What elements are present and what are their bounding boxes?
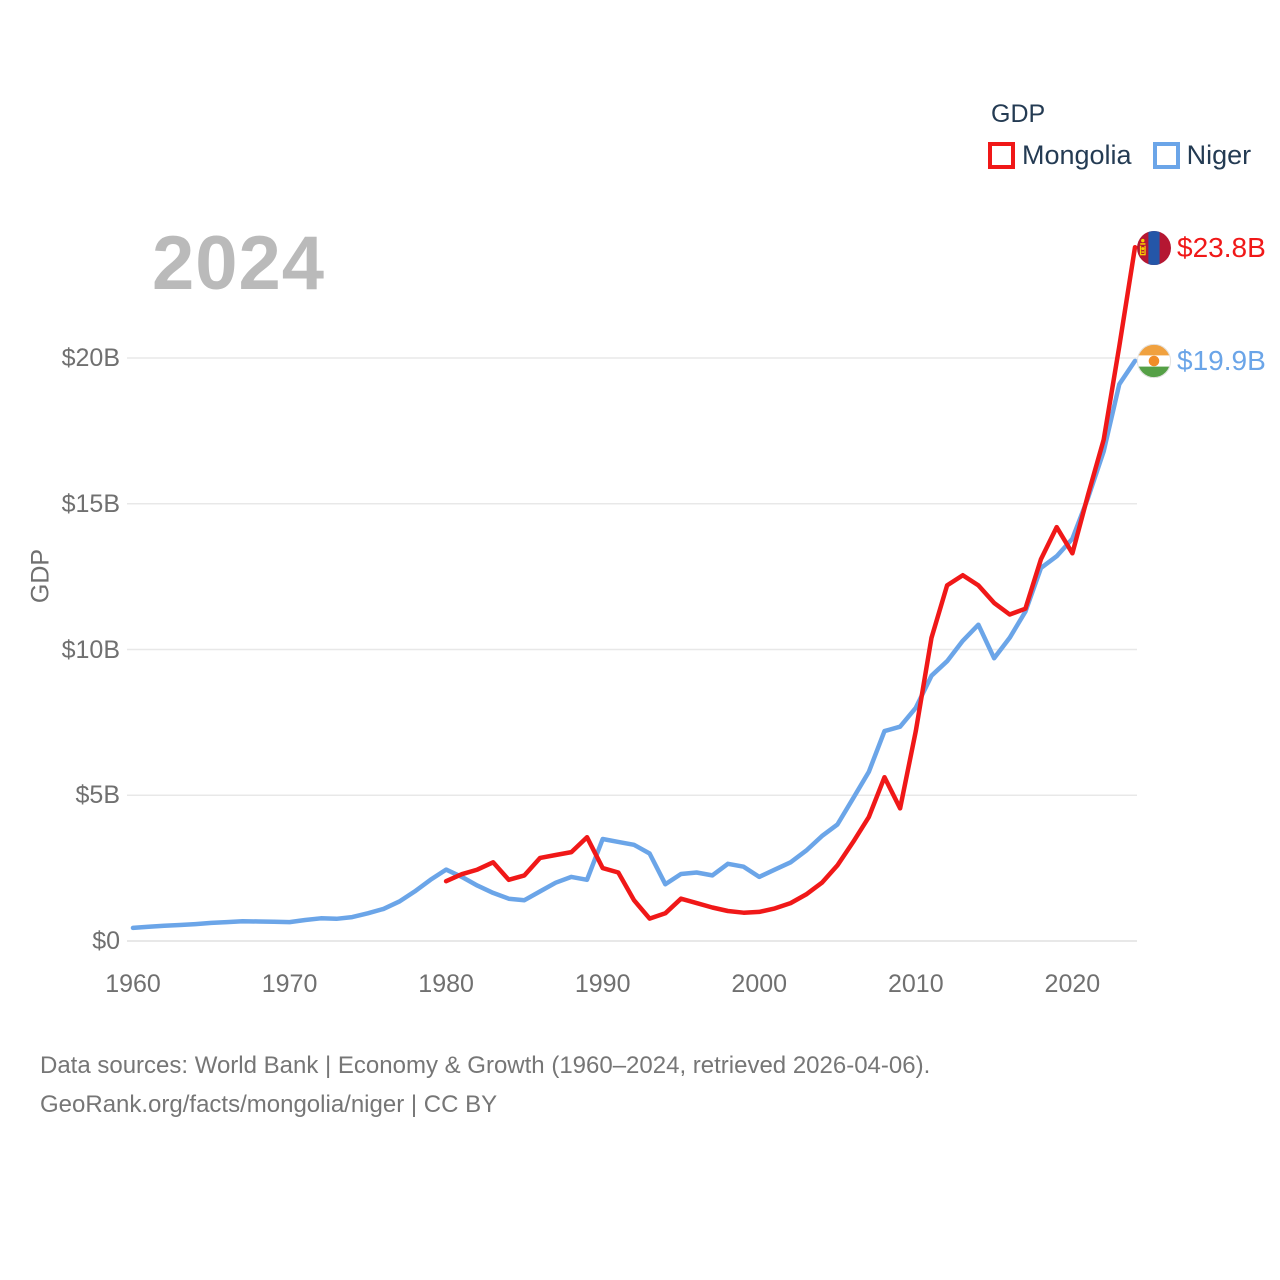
series-lines <box>130 244 1140 931</box>
mongolia-gdp-line <box>443 244 1138 921</box>
x-tick-label: 1970 <box>261 970 318 998</box>
x-tick-label: 2010 <box>887 970 944 998</box>
data-source-text: Data sources: World Bank | Economy & Gro… <box>40 1052 931 1079</box>
y-tick-label: $5B <box>75 781 120 810</box>
legend: Mongolia Niger <box>988 140 1272 171</box>
gridlines <box>127 357 1137 942</box>
legend-item-niger[interactable]: Niger <box>1152 140 1252 171</box>
legend-item-mongolia[interactable]: Mongolia <box>988 140 1132 171</box>
mongolia-end-value-label: $23.8B <box>1177 232 1266 263</box>
x-tick-label: 2020 <box>1044 970 1101 998</box>
niger-gdp-line <box>130 358 1138 931</box>
y-tick-label: $15B <box>61 489 120 518</box>
footer: Data sources: World Bank | Economy & Gro… <box>40 1046 930 1124</box>
x-tick-label: 1990 <box>574 970 631 998</box>
legend-title: GDP <box>991 100 1046 128</box>
legend-label-niger: Niger <box>1186 140 1252 170</box>
x-tick-label: 1980 <box>418 970 474 998</box>
niger-flag-icon <box>1136 343 1172 379</box>
y-tick-label: $0 <box>92 927 120 955</box>
legend-label-mongolia: Mongolia <box>1022 140 1132 170</box>
x-tick-label: 2000 <box>731 970 788 998</box>
x-tick-label: 1960 <box>105 970 161 998</box>
attribution-text: GeoRank.org/facts/mongolia/niger | CC BY <box>40 1091 498 1118</box>
niger-end-value-label: $19.9B <box>1177 345 1266 376</box>
mongolia-series-swatch <box>988 142 1015 169</box>
y-tick-label: $20B <box>61 344 120 372</box>
mongolia-flag-icon <box>1137 231 1171 265</box>
y-tick-label: $10B <box>61 635 120 664</box>
niger-series-swatch <box>1152 142 1180 169</box>
watermark-year: 2024 <box>152 221 326 306</box>
